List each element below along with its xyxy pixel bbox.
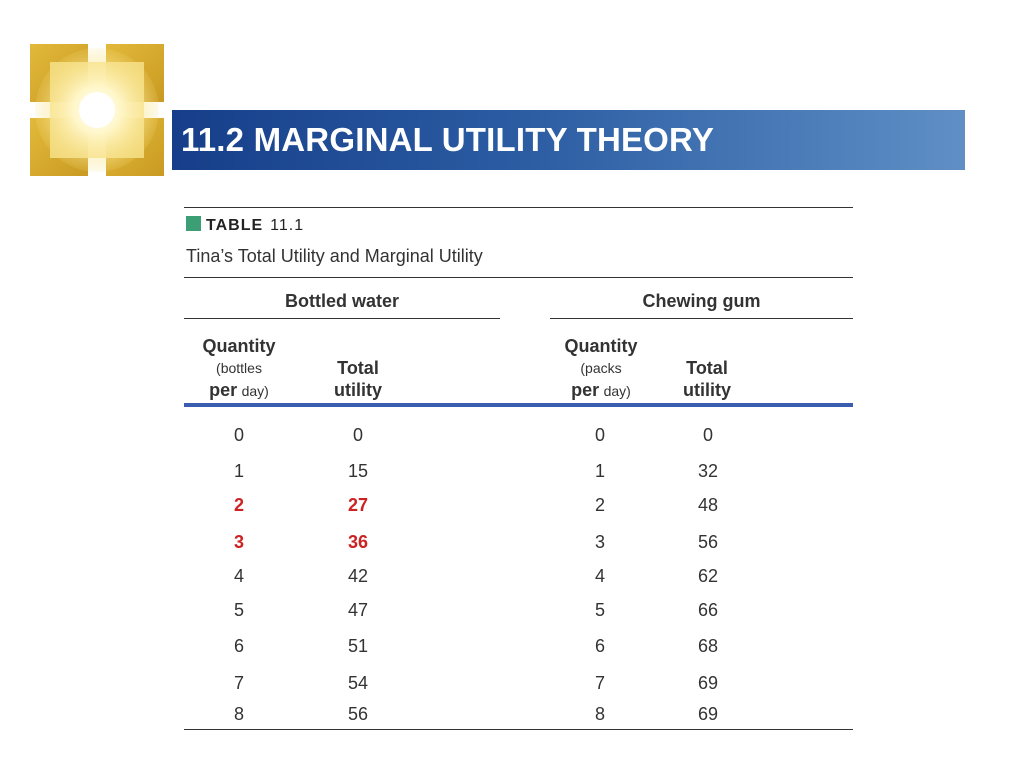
water-utility-cell: 56 [347, 704, 369, 724]
caption-rule [184, 277, 853, 278]
total-utility-column-header-water: Total utility [334, 358, 382, 400]
water-quantity-cell: 8 [233, 704, 244, 724]
gum-utility-cell: 69 [697, 704, 719, 724]
gum-quantity-cell: 7 [594, 673, 605, 693]
slide-title-bar: 11.2 MARGINAL UTILITY THEORY [172, 110, 965, 170]
group-header-bottled-water: Bottled water [284, 291, 399, 311]
water-utility-cell: 54 [347, 673, 369, 693]
total-utility-column-header-gum: Total utility [683, 358, 731, 400]
gum-utility-cell: 62 [697, 566, 719, 586]
water-quantity-cell-highlighted: 3 [233, 532, 244, 552]
header-bottom-rule [184, 403, 853, 407]
water-utility-cell-highlighted: 27 [347, 495, 369, 515]
water-quantity-cell: 1 [233, 461, 244, 481]
water-utility-cell-highlighted: 36 [347, 532, 369, 552]
gum-utility-cell: 32 [697, 461, 719, 481]
gum-utility-cell: 69 [697, 673, 719, 693]
table-label: TABLE 11.1 [186, 216, 304, 235]
gum-quantity-cell: 2 [594, 495, 605, 515]
gum-quantity-cell: 3 [594, 532, 605, 552]
gum-utility-cell: 56 [697, 532, 719, 552]
gum-quantity-cell: 1 [594, 461, 605, 481]
water-utility-cell: 15 [347, 461, 369, 481]
water-quantity-cell: 5 [233, 600, 244, 620]
gum-quantity-cell: 8 [594, 704, 605, 724]
gum-quantity-cell: 6 [594, 636, 605, 656]
table-number: 11.1 [270, 217, 305, 234]
water-utility-cell: 0 [352, 425, 363, 445]
gum-utility-cell: 0 [702, 425, 713, 445]
green-square-icon [186, 216, 201, 231]
water-quantity-cell: 7 [233, 673, 244, 693]
water-quantity-cell: 0 [233, 425, 244, 445]
gum-utility-cell: 66 [697, 600, 719, 620]
quantity-column-header-gum: Quantity (packs per day) [564, 336, 638, 400]
water-utility-cell: 42 [347, 566, 369, 586]
water-utility-cell: 47 [347, 600, 369, 620]
group-header-chewing-gum: Chewing gum [642, 291, 761, 311]
quantity-column-header-water: Quantity (bottles per day) [202, 336, 276, 400]
water-utility-cell: 51 [347, 636, 369, 656]
table-bottom-rule [184, 729, 853, 730]
group-rule-right [550, 318, 853, 319]
table-label-text: TABLE [206, 217, 264, 234]
water-quantity-cell-highlighted: 2 [233, 495, 244, 515]
group-rule-left [184, 318, 500, 319]
water-quantity-cell: 4 [233, 566, 244, 586]
water-quantity-cell: 6 [233, 636, 244, 656]
gum-quantity-cell: 5 [594, 600, 605, 620]
table-top-rule [184, 207, 853, 208]
table-caption: Tina’s Total Utility and Marginal Utilit… [186, 246, 483, 266]
sunburst-tiles-logo [30, 44, 164, 176]
gum-utility-cell: 68 [697, 636, 719, 656]
slide-title: 11.2 MARGINAL UTILITY THEORY [181, 121, 715, 158]
gum-quantity-cell: 4 [594, 566, 605, 586]
gum-quantity-cell: 0 [594, 425, 605, 445]
gum-utility-cell: 48 [697, 495, 719, 515]
